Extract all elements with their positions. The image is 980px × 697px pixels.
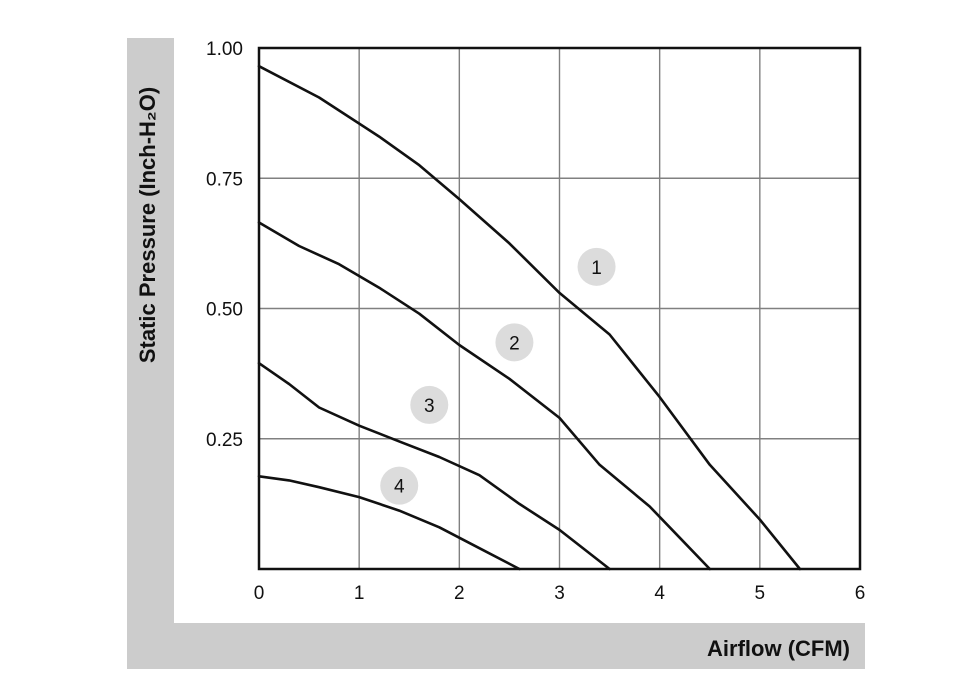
series-badge-label: 2 — [509, 333, 520, 354]
y-tick-label: 0.75 — [206, 169, 243, 190]
x-tick-label: 6 — [855, 583, 866, 604]
series-line-2 — [257, 221, 712, 571]
series-badge-4 — [380, 466, 419, 505]
series-badge-label: 3 — [424, 396, 435, 417]
series-line-3 — [257, 361, 611, 571]
series-badge-3 — [410, 385, 449, 424]
frame-left-bar — [127, 38, 174, 669]
x-tick-label: 5 — [755, 583, 766, 604]
x-axis-label: Airflow (CFM) — [707, 636, 850, 661]
series-badge-2 — [495, 323, 534, 362]
x-tick-label: 1 — [354, 583, 365, 604]
series-line-1 — [257, 64, 802, 571]
x-tick-label: 0 — [254, 583, 265, 604]
series-badge-label: 1 — [591, 258, 602, 279]
series-badge-1 — [577, 247, 616, 286]
x-tick-label: 4 — [654, 583, 665, 604]
series-badge-label: 4 — [394, 477, 405, 498]
y-tick-label: 0.50 — [206, 300, 243, 321]
series-line-4 — [257, 474, 521, 571]
y-tick-label: 0.25 — [206, 430, 243, 451]
plot-frame — [257, 46, 862, 571]
x-tick-label: 2 — [454, 583, 465, 604]
y-tick-label: 1.00 — [206, 39, 243, 60]
frame-bottom-bar — [127, 623, 865, 669]
x-tick-label: 3 — [554, 583, 565, 604]
